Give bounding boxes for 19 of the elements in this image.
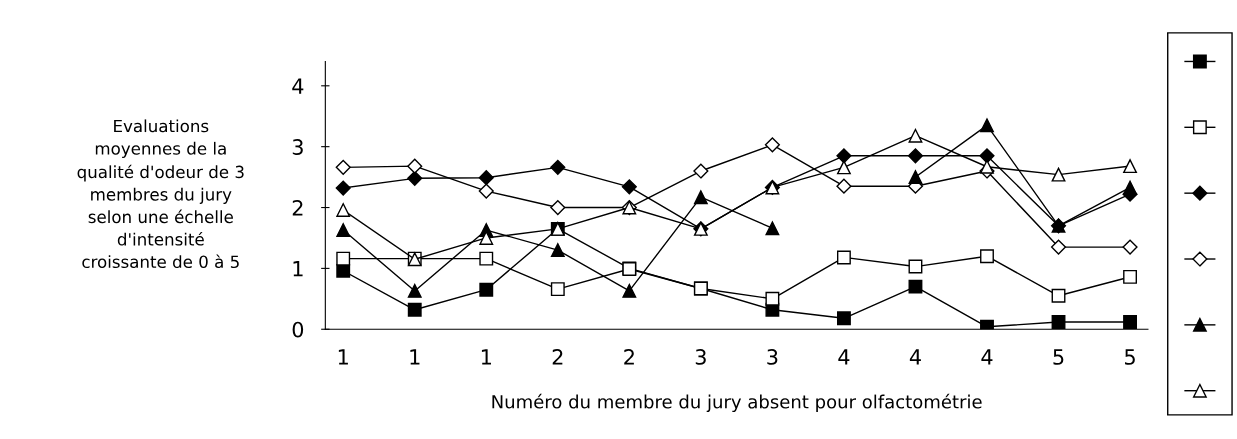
x-tick-label: 4 (838, 349, 850, 365)
y-tick-label: 1 (293, 261, 303, 277)
x-tick-label: 5 (1053, 349, 1064, 365)
x-tick-label: 3 (767, 349, 778, 365)
y-tick-label: 0 (292, 321, 304, 338)
y-tick-label: 2 (292, 199, 303, 216)
x-tick-label: 1 (410, 349, 420, 365)
x-tick-label: 2 (552, 349, 563, 365)
x-tick-label: 5 (1125, 349, 1135, 365)
y-tick-label: 4 (292, 78, 304, 94)
x-tick-label: 4 (981, 349, 993, 365)
y-axis-title: Evaluations moyennes de la qualité d'odeur de 3 membres du jury selon une échelle d'intensité croissante de 0 à 5 (77, 119, 244, 269)
x-tick-label: 1 (481, 349, 491, 365)
x-tick-label: 1 (338, 349, 348, 365)
x-tick-label: 2 (624, 349, 634, 365)
y-tick-label: 3 (292, 139, 303, 155)
x-tick-label: 3 (695, 349, 706, 365)
x-tick-label: 4 (909, 349, 921, 365)
x-axis-title: Numéro du membre du jury absent pour olfactométrie (492, 393, 982, 413)
